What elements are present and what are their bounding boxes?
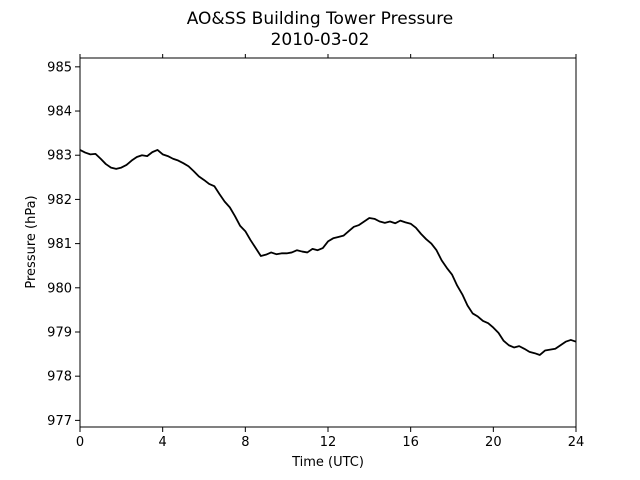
chart-subtitle: 2010-03-02 bbox=[271, 30, 370, 50]
series-line-1 bbox=[79, 149, 577, 356]
y-tick-label: 982 bbox=[47, 193, 72, 208]
y-tick-label: 985 bbox=[47, 60, 72, 75]
y-tick-label: 977 bbox=[47, 414, 72, 429]
y-tick-label: 979 bbox=[47, 325, 72, 340]
x-tick-label: 20 bbox=[485, 435, 502, 450]
series-layer bbox=[79, 149, 577, 356]
x-tick-label: 0 bbox=[76, 435, 84, 450]
y-tick-label: 983 bbox=[47, 149, 72, 164]
x-axis-label: Time (UTC) bbox=[291, 455, 364, 470]
x-tick-label: 16 bbox=[402, 435, 419, 450]
x-tick-label: 8 bbox=[241, 435, 249, 450]
x-tick-label: 12 bbox=[320, 435, 337, 450]
y-tick-label: 984 bbox=[47, 105, 72, 120]
ticks-layer: 0 4 8 12 16 20 24 977 978 979 980 981 982 983 984 985 bbox=[47, 54, 584, 450]
plot-frame bbox=[79, 57, 577, 428]
y-axis-label: Pressure (hPa) bbox=[24, 195, 39, 288]
y-tick-label: 980 bbox=[47, 281, 72, 296]
y-tick-label: 978 bbox=[47, 370, 72, 385]
chart-title: AO&SS Building Tower Pressure bbox=[187, 9, 454, 29]
y-tick-label: 981 bbox=[47, 237, 72, 252]
x-tick-label: 4 bbox=[159, 435, 167, 450]
x-tick-label: 24 bbox=[568, 435, 585, 450]
